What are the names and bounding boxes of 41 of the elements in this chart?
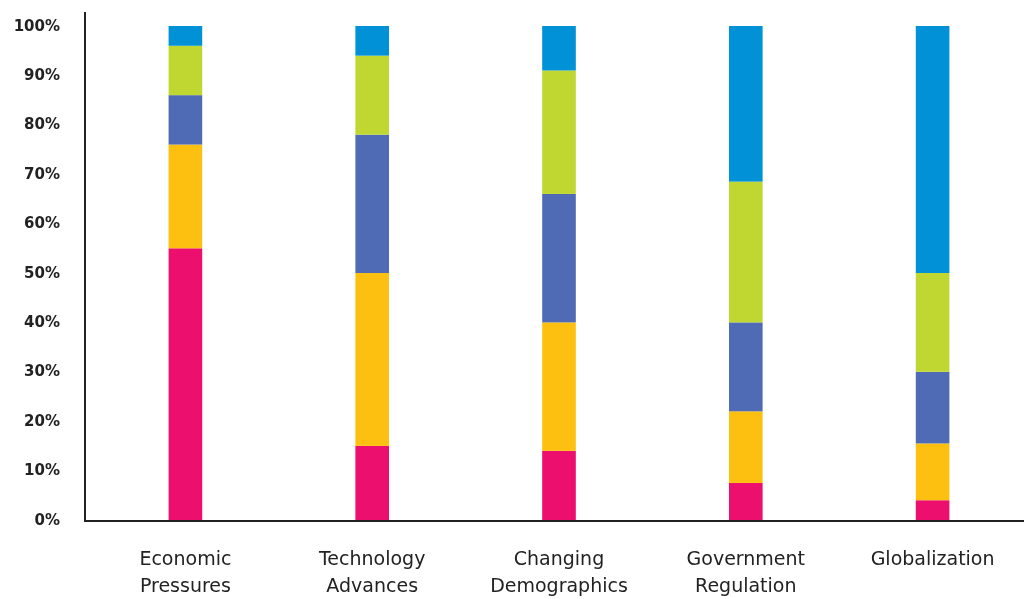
x-tick-label: Economic Pressures	[139, 547, 232, 596]
x-tick-label: Changing Demographics	[490, 547, 628, 596]
bar	[728, 26, 763, 182]
y-tick-label: 10%	[24, 461, 60, 480]
bar	[915, 371, 950, 444]
bar	[355, 26, 390, 56]
y-tick-label: 90%	[24, 65, 60, 84]
bar	[728, 322, 763, 412]
bar	[542, 322, 576, 451]
x-tick-label: Government Regulation	[686, 547, 806, 596]
y-tick-label: 0%	[34, 510, 60, 529]
bar	[355, 445, 390, 520]
bar	[542, 70, 576, 194]
bar	[542, 193, 576, 323]
bar	[355, 55, 390, 135]
x-tick-label: Technology Advances	[317, 547, 426, 596]
y-tick-label: 30%	[24, 362, 60, 381]
bar	[355, 134, 390, 273]
y-tick-label: 100%	[13, 16, 60, 35]
bar	[728, 181, 763, 323]
y-tick-label: 60%	[24, 214, 60, 233]
y-tick-label: 80%	[24, 115, 60, 134]
bar	[542, 450, 576, 520]
bar	[168, 26, 203, 46]
bar	[542, 26, 576, 71]
y-tick-label: 40%	[24, 312, 60, 331]
bar	[728, 411, 763, 483]
bar	[168, 248, 203, 520]
x-tick-label: Globalization	[870, 547, 995, 569]
bar	[915, 273, 950, 372]
bar	[728, 482, 763, 520]
bar	[915, 26, 950, 273]
bar	[168, 144, 203, 249]
bar	[168, 95, 203, 145]
bar	[168, 45, 203, 96]
y-tick-label: 70%	[24, 164, 60, 183]
bar	[915, 500, 950, 520]
bar	[355, 273, 390, 446]
y-tick-label: 20%	[24, 411, 60, 430]
y-tick-label: 50%	[24, 263, 60, 282]
bar	[915, 443, 950, 501]
